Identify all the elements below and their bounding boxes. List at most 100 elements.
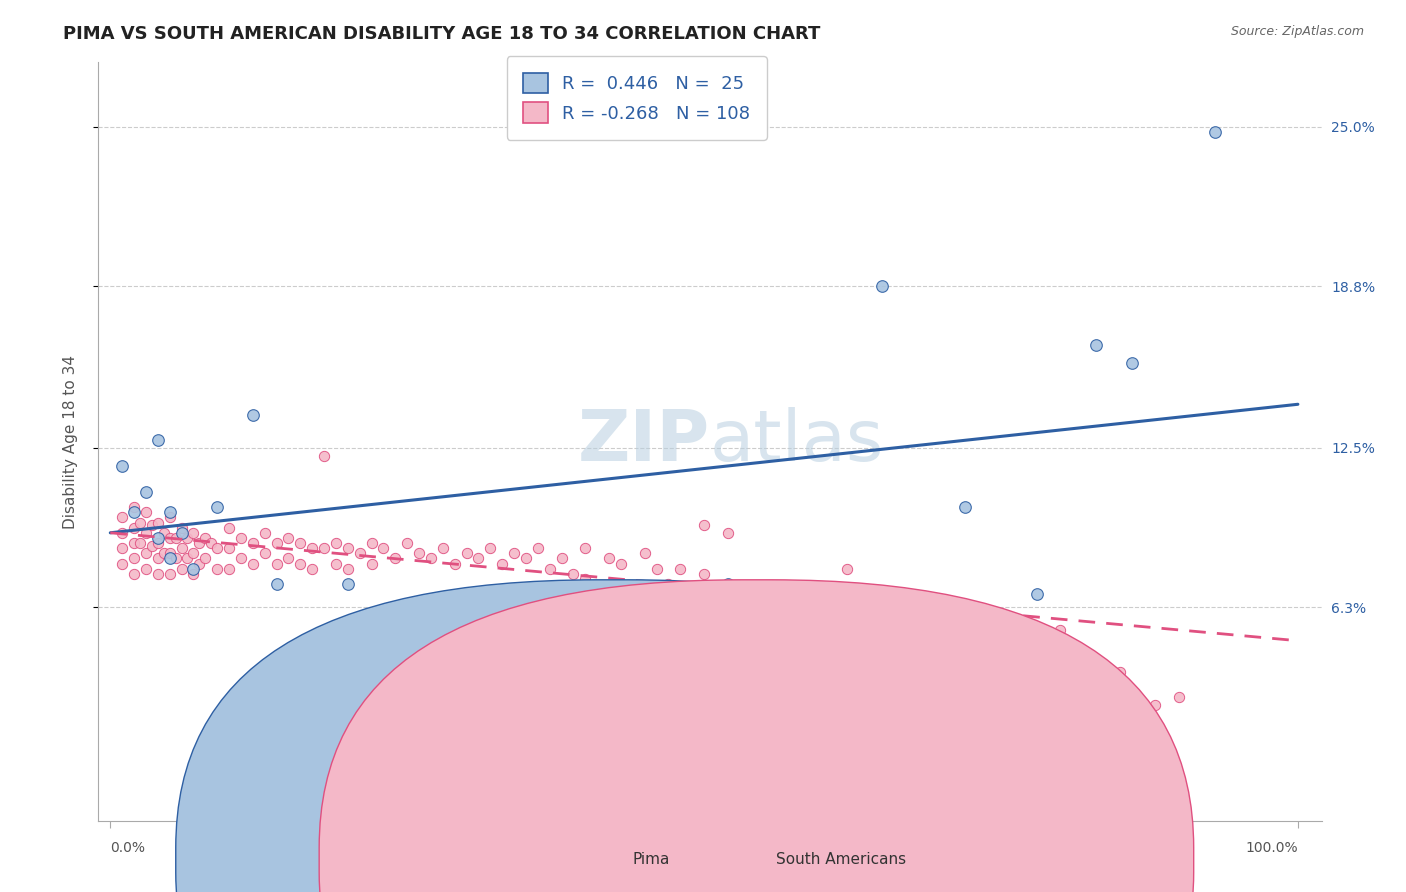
Text: 0.0%: 0.0% — [110, 841, 145, 855]
Point — [122, 521, 145, 535]
Point — [135, 484, 157, 499]
Point — [467, 551, 489, 566]
Point — [290, 557, 312, 571]
Point — [408, 546, 430, 560]
Point — [129, 516, 152, 530]
Point — [634, 546, 657, 560]
Point — [146, 566, 169, 581]
Point — [752, 659, 775, 673]
Point — [752, 592, 775, 607]
Point — [183, 546, 205, 560]
Point — [717, 577, 740, 591]
Point — [669, 562, 692, 576]
Point — [1049, 624, 1071, 638]
Point — [443, 557, 465, 571]
Point — [277, 531, 299, 545]
Point — [165, 531, 187, 545]
Point — [1168, 690, 1191, 705]
Point — [598, 551, 620, 566]
Point — [159, 566, 181, 581]
Point — [693, 587, 716, 601]
Point — [325, 536, 347, 550]
Point — [301, 562, 323, 576]
Point — [870, 613, 893, 627]
Point — [312, 541, 335, 556]
Point — [188, 557, 211, 571]
Point — [242, 408, 264, 422]
Y-axis label: Disability Age 18 to 34: Disability Age 18 to 34 — [63, 354, 77, 529]
Point — [188, 536, 211, 550]
Point — [111, 458, 134, 473]
Point — [176, 531, 198, 545]
Point — [200, 536, 222, 550]
Point — [218, 521, 240, 535]
Point — [122, 566, 145, 581]
Point — [170, 521, 193, 535]
Point — [336, 541, 359, 556]
Point — [574, 572, 596, 586]
Point — [290, 536, 312, 550]
Text: South Americans: South Americans — [776, 853, 907, 867]
Point — [503, 546, 526, 560]
Point — [183, 566, 205, 581]
Point — [165, 551, 187, 566]
Point — [205, 541, 228, 556]
Point — [266, 557, 288, 571]
Point — [1025, 587, 1047, 601]
Point — [1108, 665, 1130, 679]
Point — [135, 562, 157, 576]
Point — [152, 546, 174, 560]
Point — [122, 551, 145, 566]
Point — [111, 541, 134, 556]
Point — [253, 525, 276, 540]
Point — [111, 510, 134, 524]
Point — [135, 546, 157, 560]
Point — [990, 659, 1012, 673]
Point — [146, 531, 169, 545]
Text: Pima: Pima — [633, 853, 671, 867]
Point — [129, 536, 152, 550]
Point — [456, 546, 478, 560]
Point — [1121, 356, 1143, 370]
Point — [170, 541, 193, 556]
Point — [183, 525, 205, 540]
Point — [183, 562, 205, 576]
Point — [135, 505, 157, 519]
Point — [835, 562, 858, 576]
Point — [266, 577, 288, 591]
Point — [384, 551, 406, 566]
Point — [955, 500, 977, 514]
Point — [420, 551, 443, 566]
Point — [550, 603, 572, 617]
Point — [491, 557, 513, 571]
Point — [373, 541, 395, 556]
Point — [645, 562, 668, 576]
Point — [432, 629, 454, 643]
Text: Source: ZipAtlas.com: Source: ZipAtlas.com — [1230, 25, 1364, 38]
Text: atlas: atlas — [710, 407, 884, 476]
Point — [527, 541, 550, 556]
Point — [253, 546, 276, 560]
Point — [955, 621, 977, 635]
Point — [432, 541, 454, 556]
Point — [396, 536, 419, 550]
Point — [349, 546, 371, 560]
Point — [728, 607, 751, 622]
Point — [515, 551, 537, 566]
Point — [538, 562, 561, 576]
Point — [159, 546, 181, 560]
Point — [266, 536, 288, 550]
Point — [550, 551, 572, 566]
Point — [170, 562, 193, 576]
Point — [242, 557, 264, 571]
Point — [693, 566, 716, 581]
Point — [122, 536, 145, 550]
Point — [146, 551, 169, 566]
Point — [360, 536, 382, 550]
Point — [229, 551, 252, 566]
Text: 100.0%: 100.0% — [1246, 841, 1298, 855]
Point — [562, 566, 585, 581]
Point — [325, 557, 347, 571]
Point — [141, 518, 163, 533]
Point — [360, 557, 382, 571]
